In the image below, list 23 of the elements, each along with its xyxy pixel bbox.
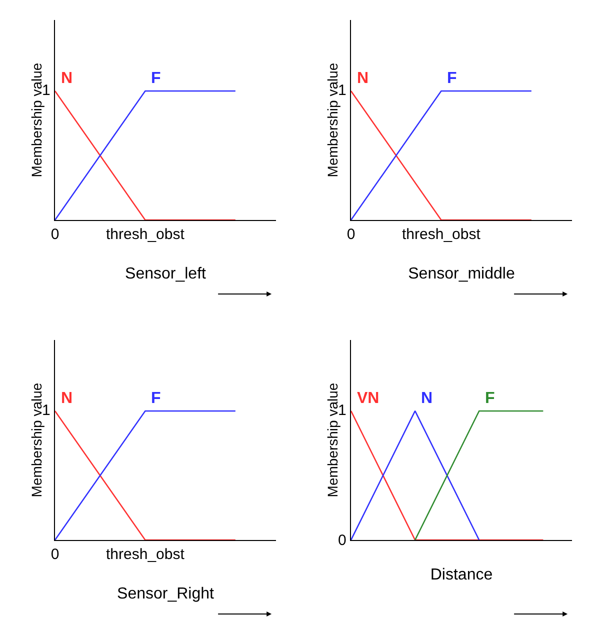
series-label: N [61, 70, 73, 87]
series-label: F [151, 70, 161, 87]
x-axis-title: Sensor_left [125, 266, 207, 283]
x-tick-label: thresh_obst [402, 226, 482, 243]
series-label: N [61, 390, 73, 407]
x-tick-label: thresh_obst [106, 226, 186, 243]
text: 1 [42, 402, 50, 419]
x-axis-title: Sensor_Right [117, 586, 215, 603]
series-label: F [447, 70, 457, 87]
x-tick-label: 0 [346, 226, 356, 243]
series-label: F [151, 390, 161, 407]
text: 1 [42, 82, 50, 99]
x-tick-label: 0 [50, 226, 60, 243]
series-label: VN [357, 390, 380, 407]
text: 1 [338, 402, 346, 419]
series-label: F [485, 390, 495, 407]
text: 1 [338, 82, 346, 99]
series-label: N [357, 70, 369, 87]
series-label: N [421, 390, 433, 407]
x-tick-label: thresh_obst [106, 546, 186, 563]
x-axis-title: Distance [430, 566, 493, 584]
text: 0 [338, 532, 346, 549]
x-axis-title: Sensor_middle [408, 266, 515, 283]
